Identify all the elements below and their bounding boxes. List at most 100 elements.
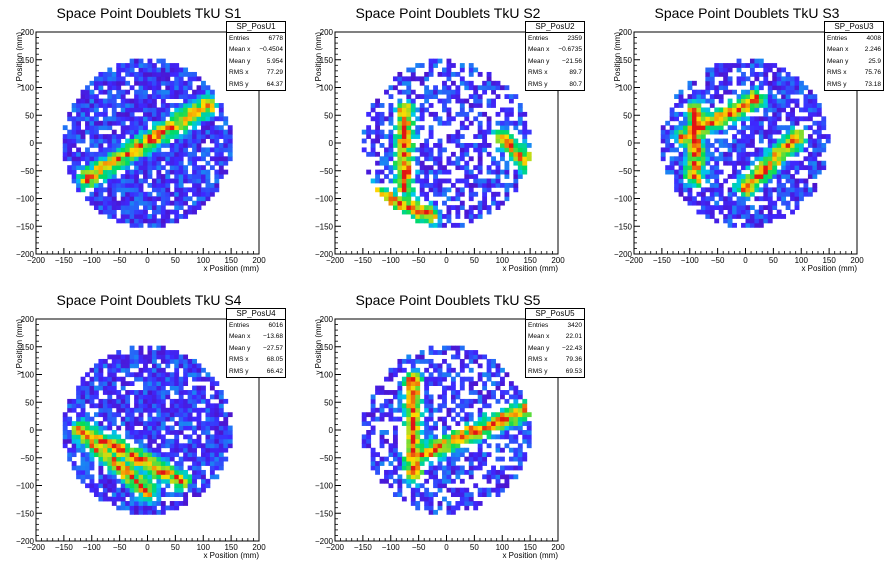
heatmap-bin [513,160,519,166]
heatmap-bin [442,416,447,422]
heatmap-bin [763,156,769,162]
heatmap-bin [160,134,166,139]
heatmap-bin [477,214,483,219]
heatmap-bin [183,381,189,386]
heatmap-bin [495,372,501,378]
heatmap-bin [767,85,773,91]
heatmap-bin [111,469,117,475]
heatmap-bin [437,191,443,197]
heatmap-bin [178,174,184,179]
heatmap-bin [143,214,148,219]
heatmap-bin [741,174,746,179]
heatmap-bin [147,58,153,64]
heatmap-bin [134,165,139,171]
heatmap-bin [165,178,171,184]
heatmap-bin [156,430,162,435]
heatmap-bin [736,187,742,193]
heatmap-bin [477,98,483,104]
heatmap-bin [375,187,380,193]
heatmap-bin [89,367,95,373]
heatmap-bin [98,205,104,210]
heatmap-bin [433,178,438,184]
heatmap-bin [709,214,715,219]
heatmap-bin [437,483,443,489]
heatmap-bin [209,129,215,135]
heatmap-bin [709,182,715,188]
heatmap-bin [477,372,483,378]
heatmap-bin [410,430,416,435]
heatmap-bin [209,434,215,440]
heatmap-bin [201,111,206,117]
heatmap-bin [749,120,755,126]
heatmap-bin [71,398,77,404]
heatmap-bin [433,452,438,458]
heatmap-bin [419,76,425,82]
heatmap-bin [450,63,456,68]
heatmap-bin [683,147,688,153]
heatmap-bin [223,156,229,162]
heatmap-bin [437,443,443,449]
heatmap-bin [526,430,532,435]
heatmap-bin [169,156,175,162]
heatmap-bin [147,509,153,515]
y-tick-label: 100 [619,84,633,93]
heatmap-bin [85,182,90,188]
heatmap-bin [384,412,389,418]
heatmap-bin [776,125,782,131]
heatmap-bin [776,80,782,86]
heatmap-bin [147,156,153,162]
heatmap-bin [85,151,90,157]
heatmap-bin [187,138,193,144]
heatmap-bin [375,111,380,117]
heatmap-bin [522,111,528,117]
heatmap-bin [660,151,666,157]
heatmap-bin [758,160,764,166]
heatmap-bin [165,438,171,444]
heatmap-bin [183,80,189,86]
heatmap-bin [116,407,122,413]
heatmap-bin [683,169,688,175]
heatmap-bin [397,182,403,188]
heatmap-plot: −200 −150 −100 −50 0 50 100 150 200−200−150−100−… [15,315,266,560]
heatmap-bin [763,103,769,108]
heatmap-bin [156,487,162,493]
heatmap-bin [156,367,162,373]
heatmap-bin [223,416,229,422]
heatmap-bin [62,138,68,144]
heatmap-bin [772,156,778,162]
x-tick-label: 100 [197,256,211,265]
heatmap-bin [500,367,505,373]
heatmap-bin [781,187,787,193]
stats-name: SP_PosU4 [227,309,285,320]
heatmap-bin [401,182,407,188]
heatmap-bin [125,372,131,378]
heatmap-bin [419,169,425,175]
heatmap-bin [205,196,211,202]
heatmap-bin [812,151,818,157]
heatmap-bin [491,416,496,422]
heatmap-bin [223,160,229,166]
heatmap-bin [714,138,720,144]
heatmap-bin [379,461,385,466]
heatmap-bin [754,218,760,224]
heatmap-bin [151,385,157,391]
heatmap-bin [192,111,197,117]
heatmap-bin [419,421,425,426]
heatmap-bin [89,461,95,466]
heatmap-bin [388,443,394,449]
heatmap-bin [85,174,90,179]
heatmap-bin [93,492,99,497]
heatmap-bin [401,456,407,462]
heatmap-bin [754,125,760,131]
heatmap-bin [433,478,438,484]
heatmap-bin [160,94,166,99]
heatmap-bin [477,134,483,139]
heatmap-bin [116,350,122,355]
heatmap-bin [803,116,809,122]
heatmap-bin [410,496,416,502]
heatmap-bin [116,218,122,224]
heatmap-bin [169,478,175,484]
heatmap-bin [134,496,139,502]
heatmap-bin [736,209,742,215]
heatmap-bin [486,376,492,382]
